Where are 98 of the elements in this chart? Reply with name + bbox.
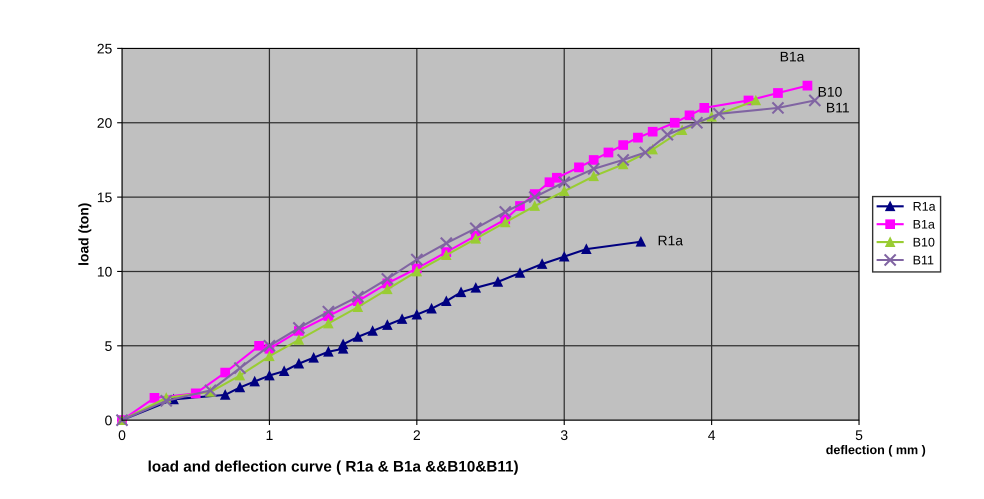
- point: [160, 394, 173, 408]
- text: load and deflection curve ( R1a & B1a &&B10&B11): [148, 460, 518, 475]
- point: [380, 272, 394, 286]
- y-tick-label: 10: [98, 266, 112, 277]
- x-tick-label: 0: [118, 430, 126, 440]
- point: [498, 205, 512, 219]
- point: [773, 88, 783, 98]
- point: [426, 304, 436, 314]
- x-tick-label: 1: [266, 430, 273, 440]
- point: [441, 250, 452, 260]
- point: [559, 252, 570, 262]
- point: [515, 268, 525, 278]
- point: [322, 305, 335, 318]
- point: [699, 103, 710, 113]
- legend-label: R1a: [914, 202, 936, 211]
- point: [771, 101, 785, 114]
- point: [588, 171, 599, 182]
- point: [235, 382, 245, 392]
- point: [262, 339, 276, 352]
- point: [292, 321, 306, 335]
- point: [604, 148, 614, 158]
- point: [537, 259, 547, 269]
- point: [150, 392, 160, 403]
- point: [220, 390, 230, 400]
- annotation: R1a: [658, 236, 684, 246]
- point: [324, 346, 334, 357]
- annotation: B11: [827, 102, 849, 112]
- point: [456, 287, 466, 298]
- point: [574, 162, 584, 172]
- point: [264, 370, 274, 380]
- point: [235, 370, 245, 380]
- point: [279, 366, 290, 376]
- y-tick-label: 25: [98, 44, 112, 54]
- point: [558, 176, 571, 189]
- point: [636, 236, 646, 247]
- point: [220, 368, 230, 378]
- point: [308, 352, 318, 363]
- point: [500, 218, 510, 228]
- point: [397, 314, 407, 324]
- point: [204, 384, 218, 398]
- point: [368, 326, 378, 336]
- point: [382, 320, 392, 330]
- y-tick-label: 0: [105, 415, 112, 426]
- point: [552, 172, 562, 183]
- point: [530, 201, 540, 211]
- point: [353, 302, 363, 312]
- point: [412, 266, 422, 276]
- legend-label: B10: [914, 238, 934, 247]
- point: [470, 234, 481, 244]
- point: [670, 118, 680, 128]
- point: [618, 140, 628, 150]
- x-tick-label: 3: [560, 430, 568, 440]
- point: [294, 334, 304, 345]
- point: [382, 284, 392, 294]
- point: [353, 332, 363, 342]
- point: [469, 222, 482, 235]
- x-axis-title: deflection ( mm ): [826, 445, 926, 457]
- point: [324, 318, 334, 328]
- point: [294, 358, 304, 369]
- point: [470, 282, 481, 293]
- legend-label: B1a: [914, 220, 935, 229]
- point: [254, 340, 264, 351]
- point: [802, 80, 812, 90]
- point: [264, 351, 274, 362]
- annotation: B10: [818, 86, 842, 97]
- point: [440, 236, 453, 250]
- y-tick-label: 5: [105, 341, 112, 351]
- point: [493, 277, 503, 287]
- point: [750, 96, 761, 106]
- point: [648, 144, 658, 154]
- point: [587, 162, 600, 176]
- point: [338, 339, 348, 350]
- point: [660, 128, 674, 142]
- point: [616, 153, 630, 167]
- y-axis-title: load (ton): [78, 203, 92, 265]
- point: [588, 155, 599, 165]
- point: [684, 110, 694, 120]
- point: [528, 190, 542, 204]
- point: [633, 132, 643, 142]
- point: [351, 290, 364, 304]
- point: [712, 107, 726, 120]
- point: [233, 362, 247, 375]
- point: [648, 126, 658, 137]
- x-tick-label: 5: [856, 430, 862, 440]
- annotation: B1a: [780, 52, 804, 62]
- point: [638, 146, 652, 160]
- point: [690, 116, 704, 130]
- y-tick-label: 15: [98, 192, 112, 202]
- point: [441, 296, 452, 306]
- point: [581, 244, 592, 254]
- y-tick-label: 20: [98, 118, 112, 128]
- point: [559, 186, 570, 196]
- point: [412, 310, 422, 320]
- x-tick-label: 4: [708, 430, 716, 440]
- point: [410, 252, 424, 266]
- legend-label: B11: [914, 256, 934, 264]
- point: [250, 376, 260, 386]
- x-tick-label: 2: [414, 430, 420, 440]
